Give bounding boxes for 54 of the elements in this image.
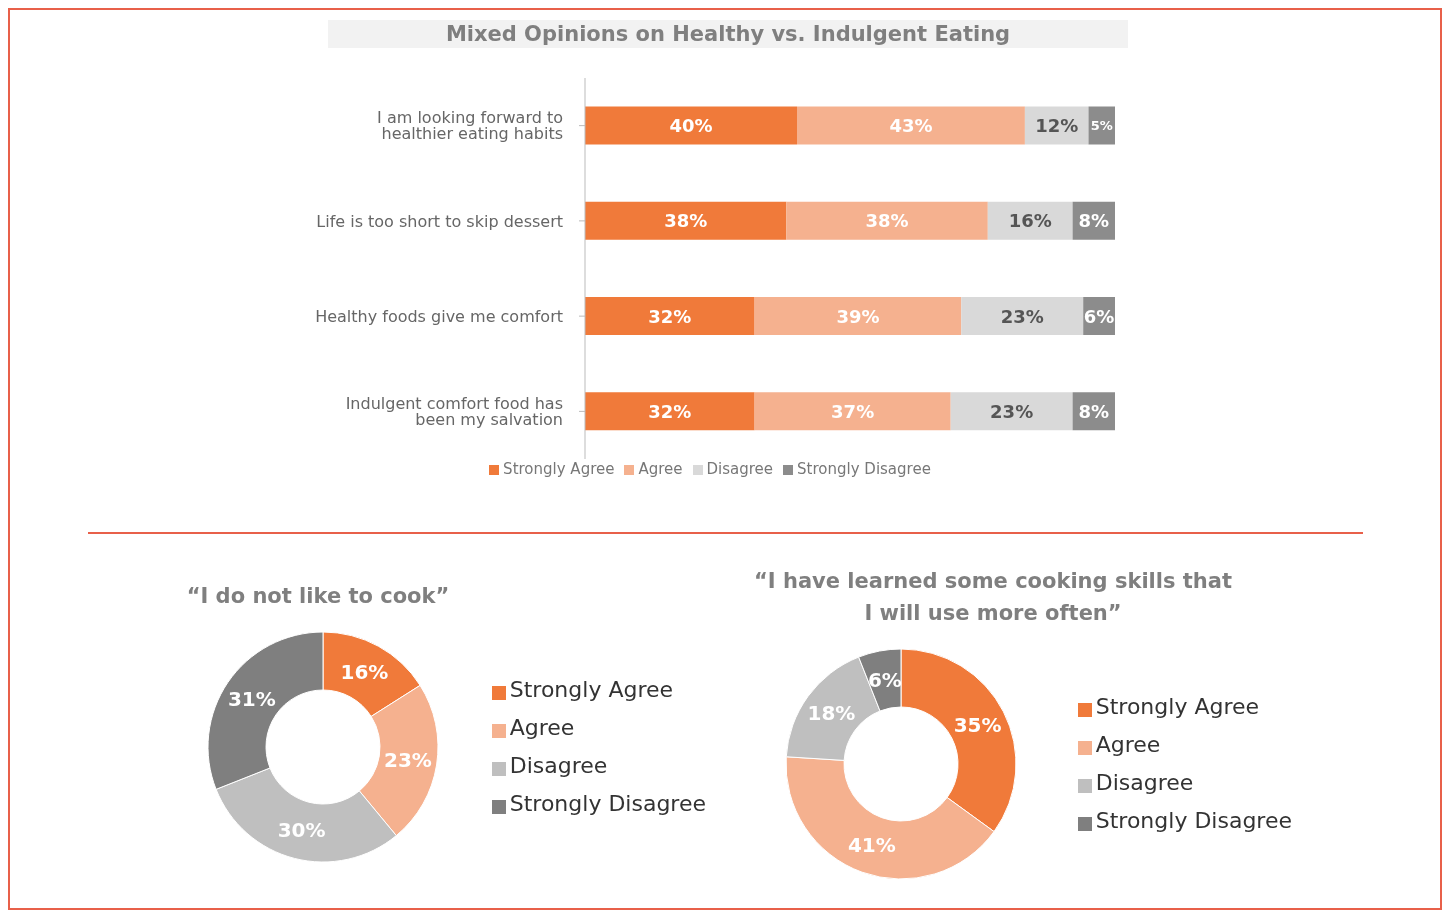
legend-label: Disagree (1095, 770, 1194, 795)
y-tick-label: I am looking forward to healthier eating habits (377, 108, 563, 144)
data-label: 8% (1078, 210, 1110, 232)
data-label: 18% (807, 701, 856, 726)
data-label: 23% (1000, 305, 1044, 327)
legend-label: Strongly Agree (509, 677, 674, 702)
bar (797, 106, 1025, 145)
bar (754, 392, 951, 431)
chart-title: “I do not like to cook” (185, 583, 451, 610)
data-label: 40% (669, 115, 713, 137)
y-tick-label: Healthy foods give me comfort (315, 306, 563, 326)
chart-title: Mixed Opinions on Healthy vs. Indulgent Eating (328, 20, 1128, 48)
data-label: 35% (953, 712, 1002, 737)
y-tick-label: Life is too short to skip dessert (316, 211, 563, 231)
data-label: 30% (277, 818, 326, 843)
legend-label: Agree (509, 715, 575, 740)
data-label: 38% (664, 210, 708, 232)
legend-label: Disagree (706, 460, 774, 478)
bar (585, 392, 755, 431)
data-label: 31% (227, 686, 276, 711)
data-label: 16% (1008, 210, 1052, 232)
legend-label: Strongly Agree (503, 460, 615, 478)
legend-label: Agree (638, 460, 683, 478)
data-label: 6% (867, 667, 902, 692)
bar (585, 201, 787, 240)
bar (987, 201, 1073, 240)
legend-label: Strongly Disagree (797, 460, 931, 478)
data-label: 41% (847, 832, 896, 857)
bar (754, 297, 962, 336)
chart-title: “I have learned some cooking skills that I will use more often” (753, 568, 1233, 627)
data-label: 23% (990, 400, 1034, 422)
bar (786, 201, 988, 240)
y-tick-label: Indulgent comfort food has been my salvation (345, 394, 563, 430)
legend-label: Strongly Agree (1095, 694, 1260, 719)
legend-label: Disagree (509, 753, 608, 778)
bar (961, 297, 1084, 336)
data-label: 39% (836, 305, 880, 327)
data-label: 6% (1083, 305, 1115, 327)
data-label: 5% (1090, 118, 1113, 134)
data-label: 8% (1078, 400, 1110, 422)
data-label: 43% (889, 115, 933, 137)
bar (585, 106, 797, 145)
data-label: 12% (1035, 115, 1079, 137)
data-label: 32% (648, 305, 692, 327)
data-label: 32% (648, 400, 692, 422)
legend-label: Strongly Disagree (1095, 808, 1292, 833)
bar (950, 392, 1073, 431)
data-label: 38% (865, 210, 909, 232)
data-label: 23% (384, 748, 432, 773)
bar (585, 297, 755, 336)
data-label: 37% (831, 400, 875, 422)
legend-label: Strongly Disagree (509, 791, 706, 816)
data-label: 16% (340, 659, 389, 684)
legend-label: Agree (1095, 732, 1161, 757)
